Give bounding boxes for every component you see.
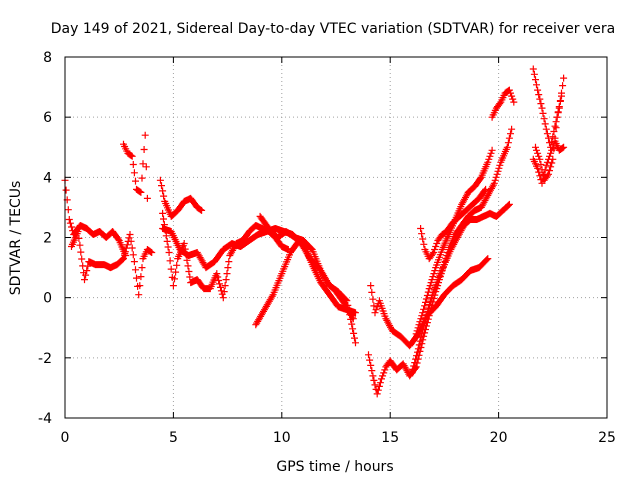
series-track-i — [367, 255, 492, 350]
marker-points — [529, 65, 568, 151]
y-tick-label: 2 — [43, 231, 52, 247]
series-track-m — [417, 185, 490, 263]
x-tick-label: 0 — [61, 430, 70, 446]
axis-ticks: 0 5 10 15 20 25 -4 -2 0 2 4 6 8 — [38, 50, 616, 446]
marker-points — [417, 185, 490, 263]
series-track-j — [365, 125, 516, 398]
grid — [65, 57, 607, 418]
series-track-n — [488, 86, 518, 121]
x-tick-label: 20 — [490, 430, 508, 446]
y-tick-label: -2 — [38, 351, 52, 367]
series-track-e — [159, 209, 292, 302]
marker-points — [367, 255, 492, 350]
data-series — [61, 65, 568, 398]
marker-points — [488, 86, 518, 121]
series-track-k — [408, 200, 513, 377]
chart-title: Day 149 of 2021, Sidereal Day-to-day VTE… — [51, 21, 615, 37]
series-track-o — [529, 65, 568, 151]
y-tick-label: 4 — [43, 170, 52, 186]
series-track-b — [68, 228, 156, 299]
y-axis-label: SDTVAR / TECUs — [8, 181, 24, 296]
series-track-l — [412, 146, 496, 338]
x-tick-label: 5 — [169, 430, 178, 446]
x-tick-label: 10 — [273, 430, 291, 446]
series-track-c — [120, 131, 151, 202]
x-tick-label: 25 — [598, 430, 616, 446]
y-tick-label: -4 — [38, 411, 52, 427]
marker-points — [532, 92, 565, 184]
x-axis-label: GPS time / hours — [276, 459, 393, 475]
y-tick-label: 0 — [43, 291, 52, 307]
marker-points — [159, 209, 292, 302]
marker-points — [412, 146, 496, 338]
y-tick-label: 6 — [43, 110, 52, 126]
marker-points — [256, 212, 359, 347]
x-tick-label: 15 — [381, 430, 399, 446]
marker-points — [252, 237, 359, 329]
series-track-g — [252, 237, 359, 329]
marker-points — [408, 200, 513, 377]
marker-points — [68, 228, 156, 299]
marker-points — [365, 125, 516, 398]
series-track-d — [156, 176, 206, 220]
marker-points — [156, 176, 206, 220]
series-track-q — [532, 92, 565, 184]
marker-points — [120, 131, 151, 202]
y-tick-label: 8 — [43, 50, 52, 66]
series-track-h — [256, 212, 359, 347]
